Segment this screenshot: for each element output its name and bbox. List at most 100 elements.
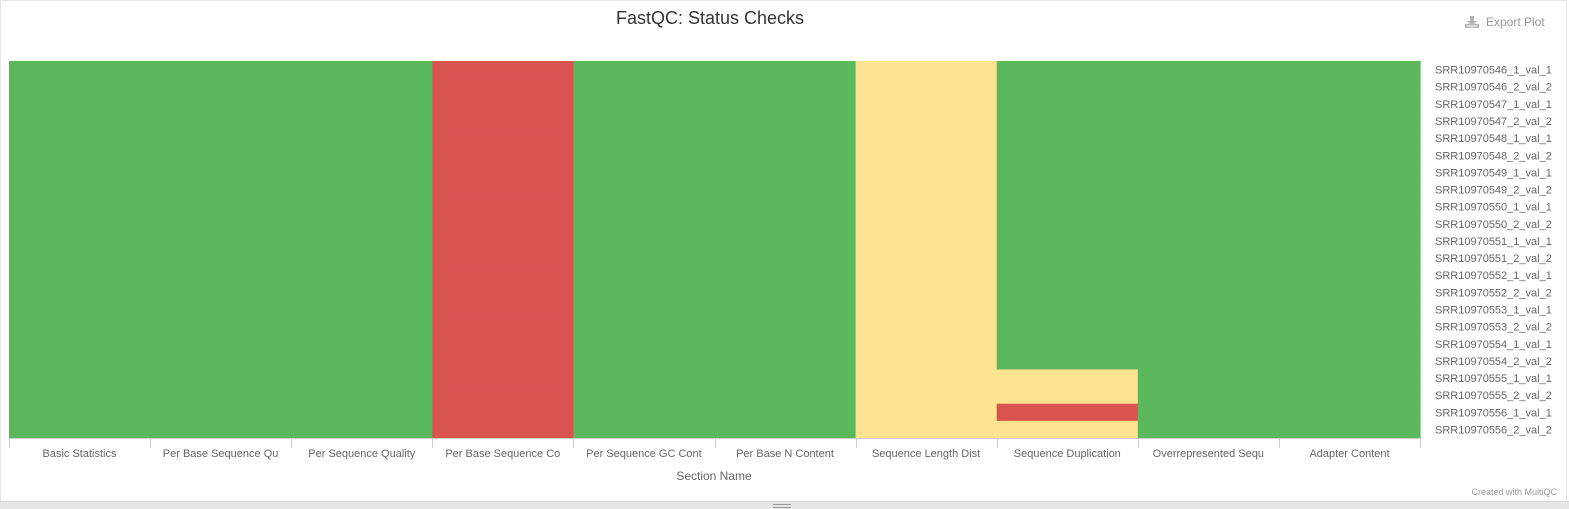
heatmap-cell[interactable] <box>150 146 292 165</box>
heatmap-cell[interactable] <box>996 420 1139 439</box>
heatmap-cell[interactable] <box>573 95 716 114</box>
heatmap-cell[interactable] <box>150 129 292 148</box>
heatmap-cell[interactable] <box>996 198 1139 216</box>
heatmap-cell[interactable] <box>150 420 292 439</box>
resize-handle[interactable] <box>773 504 791 508</box>
heatmap-cell[interactable] <box>150 215 292 233</box>
heatmap-cell[interactable] <box>1278 386 1421 405</box>
heatmap-cell[interactable] <box>9 180 151 199</box>
heatmap-cell[interactable] <box>432 215 574 233</box>
heatmap-cell[interactable] <box>1137 300 1280 319</box>
heatmap-cell[interactable] <box>150 198 292 216</box>
heatmap-cell[interactable] <box>150 112 292 131</box>
heatmap-cell[interactable] <box>1278 403 1421 422</box>
heatmap-cell[interactable] <box>1278 78 1421 96</box>
heatmap-cell[interactable] <box>573 352 716 371</box>
heatmap-cell[interactable] <box>291 266 433 285</box>
heatmap-cell[interactable] <box>855 61 998 79</box>
heatmap-cell[interactable] <box>996 352 1139 371</box>
heatmap-cell[interactable] <box>432 318 574 336</box>
heatmap-cell[interactable] <box>432 249 574 268</box>
heatmap-cell[interactable] <box>1137 249 1280 268</box>
heatmap-cell[interactable] <box>1137 163 1280 182</box>
heatmap-cell[interactable] <box>9 318 151 336</box>
heatmap-cell[interactable] <box>855 112 998 131</box>
heatmap-cell[interactable] <box>714 180 857 199</box>
heatmap-cell[interactable] <box>9 112 151 131</box>
heatmap-cell[interactable] <box>291 335 433 353</box>
heatmap-cell[interactable] <box>714 198 857 216</box>
heatmap-cell[interactable] <box>291 95 433 114</box>
heatmap-cell[interactable] <box>291 300 433 319</box>
heatmap-cell[interactable] <box>1278 420 1421 439</box>
heatmap-cell[interactable] <box>432 180 574 199</box>
heatmap-cell[interactable] <box>432 198 574 216</box>
export-plot-button[interactable]: Export Plot <box>1464 15 1545 29</box>
heatmap-cell[interactable] <box>714 266 857 285</box>
heatmap-cell[interactable] <box>714 129 857 148</box>
heatmap-cell[interactable] <box>855 215 998 233</box>
heatmap-cell[interactable] <box>573 403 716 422</box>
heatmap-cell[interactable] <box>996 215 1139 233</box>
heatmap-cell[interactable] <box>9 129 151 148</box>
heatmap-cell[interactable] <box>432 129 574 148</box>
heatmap-cell[interactable] <box>714 420 857 439</box>
heatmap-cell[interactable] <box>1278 232 1421 251</box>
heatmap-cell[interactable] <box>573 266 716 285</box>
heatmap-cell[interactable] <box>150 232 292 251</box>
heatmap-cell[interactable] <box>150 180 292 199</box>
heatmap-cell[interactable] <box>150 163 292 182</box>
heatmap-cell[interactable] <box>573 283 716 302</box>
heatmap-cell[interactable] <box>714 352 857 371</box>
heatmap-cell[interactable] <box>150 95 292 114</box>
heatmap-cell[interactable] <box>996 232 1139 251</box>
heatmap-cell[interactable] <box>1137 283 1280 302</box>
heatmap-cell[interactable] <box>150 386 292 405</box>
heatmap-cell[interactable] <box>432 352 574 371</box>
heatmap-cell[interactable] <box>150 403 292 422</box>
heatmap-cell[interactable] <box>9 95 151 114</box>
heatmap-cell[interactable] <box>291 129 433 148</box>
heatmap-cell[interactable] <box>996 95 1139 114</box>
heatmap-cell[interactable] <box>714 112 857 131</box>
heatmap-cell[interactable] <box>150 352 292 371</box>
heatmap-cell[interactable] <box>432 335 574 353</box>
heatmap-cell[interactable] <box>291 163 433 182</box>
heatmap-cell[interactable] <box>291 215 433 233</box>
heatmap-cell[interactable] <box>1278 112 1421 131</box>
heatmap-cell[interactable] <box>996 318 1139 336</box>
heatmap-cell[interactable] <box>996 300 1139 319</box>
heatmap-cell[interactable] <box>714 232 857 251</box>
heatmap-cell[interactable] <box>855 146 998 165</box>
heatmap-cell[interactable] <box>432 403 574 422</box>
heatmap-cell[interactable] <box>1278 249 1421 268</box>
heatmap-cell[interactable] <box>855 386 998 405</box>
heatmap-cell[interactable] <box>291 78 433 96</box>
heatmap-cell[interactable] <box>855 300 998 319</box>
heatmap-cell[interactable] <box>9 146 151 165</box>
heatmap-cell[interactable] <box>9 163 151 182</box>
heatmap-cell[interactable] <box>1278 318 1421 336</box>
heatmap-cell[interactable] <box>714 163 857 182</box>
heatmap-cell[interactable] <box>855 180 998 199</box>
heatmap-cell[interactable] <box>1278 335 1421 353</box>
heatmap-cell[interactable] <box>150 61 292 79</box>
heatmap-cell[interactable] <box>291 112 433 131</box>
heatmap-cell[interactable] <box>9 352 151 371</box>
heatmap-cell[interactable] <box>573 146 716 165</box>
heatmap-cell[interactable] <box>714 215 857 233</box>
heatmap-cell[interactable] <box>855 129 998 148</box>
heatmap-cell[interactable] <box>9 198 151 216</box>
heatmap-cell[interactable] <box>714 283 857 302</box>
heatmap-cell[interactable] <box>714 318 857 336</box>
heatmap-cell[interactable] <box>9 403 151 422</box>
heatmap-cell[interactable] <box>573 300 716 319</box>
heatmap-cell[interactable] <box>291 232 433 251</box>
heatmap-cell[interactable] <box>150 335 292 353</box>
heatmap-cell[interactable] <box>150 318 292 336</box>
heatmap-cell[interactable] <box>432 146 574 165</box>
heatmap-cell[interactable] <box>996 386 1139 405</box>
heatmap-cell[interactable] <box>432 420 574 439</box>
heatmap-cell[interactable] <box>573 180 716 199</box>
heatmap-cell[interactable] <box>573 129 716 148</box>
